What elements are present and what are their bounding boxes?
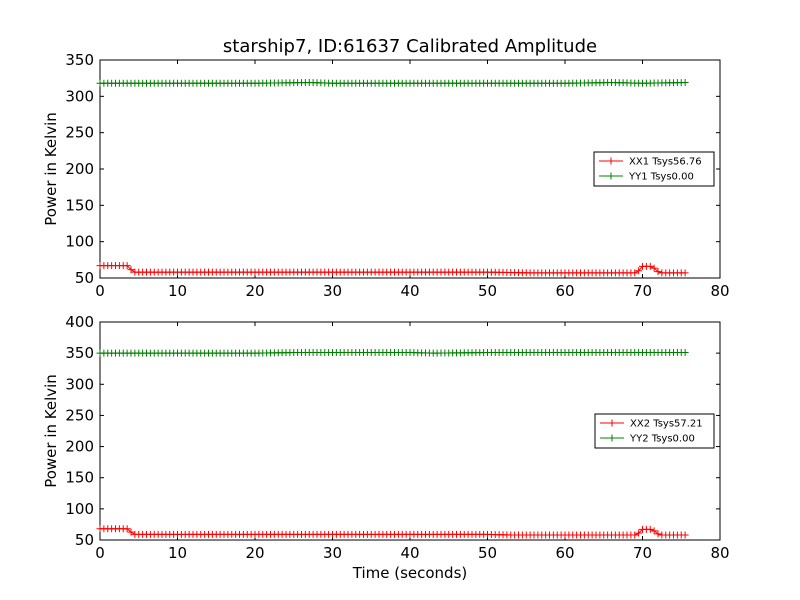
x-tick-label: 60 — [555, 282, 574, 300]
data-point-marker — [646, 262, 654, 270]
x-tick-label: 10 — [168, 544, 187, 562]
y-axis-label: Power in Kelvin — [42, 374, 60, 488]
series-2 — [96, 349, 689, 357]
y-tick-label: 400 — [65, 313, 94, 331]
x-tick-label: 30 — [323, 282, 342, 300]
chart-title: starship7, ID:61637 Calibrated Amplitude — [223, 36, 597, 57]
x-tick-label: 20 — [245, 544, 264, 562]
x-tick-label: 0 — [95, 544, 105, 562]
x-axis-label: Time (seconds) — [352, 564, 468, 582]
data-point-marker — [127, 266, 135, 274]
x-tick-label: 0 — [95, 282, 105, 300]
x-tick-label: 70 — [633, 282, 652, 300]
y-tick-label: 300 — [65, 375, 94, 393]
legend: XX1 Tsys56.76 YY1 Tsys0.00 — [593, 151, 715, 187]
x-tick-label: 40 — [400, 544, 419, 562]
y-tick-label: 50 — [75, 531, 94, 549]
data-point-marker — [123, 262, 131, 270]
data-point-marker — [123, 525, 131, 533]
plots-group: 0 10 20 30 40 50 60 70 8050100150200250300350Pow… — [42, 51, 730, 562]
y-tick-label: 350 — [65, 51, 94, 69]
subplot-2: 0 10 20 30 40 50 60 70 80 50 100 150 200 250 300 350 400… — [42, 313, 730, 562]
data-point-marker — [631, 531, 639, 539]
legend-swatch-marker — [607, 172, 615, 180]
y-tick-label: 300 — [65, 87, 94, 105]
data-point-marker — [654, 268, 662, 276]
series-1 — [96, 525, 689, 539]
x-tick-label: 20 — [245, 282, 264, 300]
legend-label: XX2 Tsys57.21 — [630, 419, 703, 430]
x-tick-label: 10 — [168, 282, 187, 300]
subplot-1: 0 10 20 30 40 50 60 70 80 50 100 150 200 250 300 350 Pow… — [42, 51, 730, 300]
data-point-marker — [654, 530, 662, 538]
data-point-marker — [681, 531, 689, 539]
x-tick-label: 50 — [478, 544, 497, 562]
legend-swatch-marker — [607, 157, 615, 165]
x-tick-label: 80 — [710, 544, 729, 562]
data-point-marker — [681, 79, 689, 87]
data-point-marker — [650, 527, 658, 535]
series-1 — [96, 262, 689, 277]
data-point-marker — [127, 528, 135, 536]
data-point-marker — [631, 269, 639, 277]
legend-label: YY2 Tsys0.00 — [629, 434, 695, 445]
x-tick-label: 70 — [633, 544, 652, 562]
legend: XX2 Tsys57.21 YY2 Tsys0.00 — [594, 413, 715, 449]
legend-label: XX1 Tsys56.76 — [629, 157, 702, 168]
data-point-marker — [681, 349, 689, 357]
x-tick-label: 30 — [323, 544, 342, 562]
y-tick-label: 350 — [65, 344, 94, 362]
legend-label: YY1 Tsys0.00 — [628, 172, 694, 183]
legend-swatch-marker — [608, 419, 616, 427]
y-tick-label: 200 — [65, 160, 94, 178]
x-tick-label: 50 — [478, 282, 497, 300]
y-tick-label: 100 — [65, 500, 94, 518]
legend-swatch-marker — [608, 434, 616, 442]
y-tick-label: 250 — [65, 124, 94, 142]
y-tick-label: 150 — [65, 469, 94, 487]
y-tick-label: 200 — [65, 438, 94, 456]
legend-box — [594, 413, 715, 449]
y-axis-label: Power in Kelvin — [42, 112, 60, 226]
x-tick-label: 40 — [400, 282, 419, 300]
data-point-marker — [646, 525, 654, 533]
data-point-marker — [650, 264, 658, 272]
data-point-marker — [635, 267, 643, 275]
x-tick-label: 60 — [555, 544, 574, 562]
y-tick-label: 50 — [75, 269, 94, 287]
data-point-marker — [635, 529, 643, 537]
legend-box — [593, 151, 715, 187]
y-tick-label: 100 — [65, 233, 94, 251]
y-tick-label: 150 — [65, 196, 94, 214]
data-point-marker — [681, 269, 689, 277]
y-tick-label: 250 — [65, 406, 94, 424]
x-tick-label: 80 — [710, 282, 729, 300]
series-2 — [96, 79, 689, 87]
